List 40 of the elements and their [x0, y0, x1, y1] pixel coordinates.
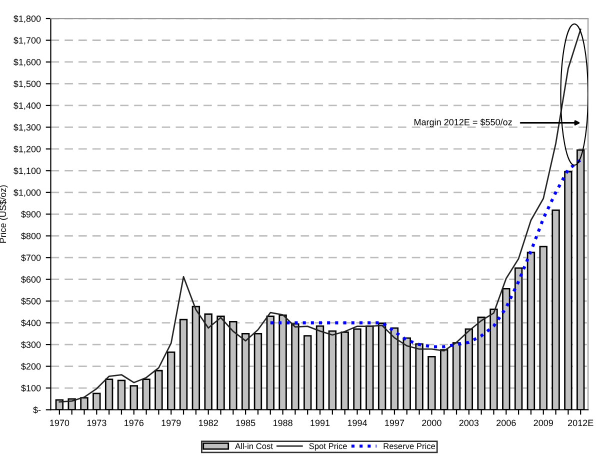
x-tick-label: 1988 [273, 420, 292, 426]
x-tick-label: 2012E [568, 420, 594, 426]
y-tick-label: $500 [21, 298, 41, 305]
x-tick-label: 2006 [496, 420, 516, 426]
legend-label: Reserve Price [384, 442, 436, 450]
line-series [268, 158, 582, 348]
y-tick-label: $1,700 [14, 36, 41, 45]
y-tick-label: $700 [21, 254, 41, 262]
y-tick-label: $1,400 [14, 102, 41, 110]
y-tick-label: $100 [21, 384, 41, 392]
x-tick-label: 1979 [162, 420, 181, 426]
x-tick-label: 1991 [310, 420, 330, 426]
x-tick-label: 1976 [124, 420, 144, 426]
y-tick-label: $800 [21, 232, 41, 240]
annotation: Margin 2012E = $550/oz [414, 118, 512, 128]
x-tick-label: 1973 [87, 420, 106, 426]
y-tick-label: $- [33, 406, 41, 414]
y-tick-label: $200 [21, 362, 41, 370]
y-tick-label: $600 [21, 276, 41, 284]
x-tick-label: 1985 [236, 420, 256, 426]
x-tick-label: 2000 [422, 420, 442, 426]
y-tick-label: $400 [21, 319, 41, 327]
y-tick-label: $900 [21, 210, 41, 218]
x-tick-label: 2003 [459, 420, 479, 426]
line-series [58, 28, 582, 403]
legend-label: All-in Cost [235, 442, 273, 450]
x-tick-label: 1994 [348, 420, 368, 426]
x-tick-label: 1970 [50, 420, 70, 426]
y-tick-label: $1,600 [14, 58, 41, 66]
y-tick-label: $1,800 [14, 15, 41, 23]
y-tick-label: $1,100 [14, 167, 41, 176]
legend-label: Spot Price [309, 442, 347, 451]
y-tick-label: $300 [21, 341, 41, 348]
x-tick-label: 1982 [198, 420, 218, 426]
y-tick-label: $1,500 [14, 80, 41, 88]
x-tick-label: 2009 [534, 420, 553, 426]
y-tick-label: $1,000 [14, 188, 41, 197]
y-tick-label: $1,200 [14, 146, 41, 154]
y-tick-label: $1,300 [14, 124, 41, 132]
x-tick-label: 1997 [385, 420, 404, 426]
